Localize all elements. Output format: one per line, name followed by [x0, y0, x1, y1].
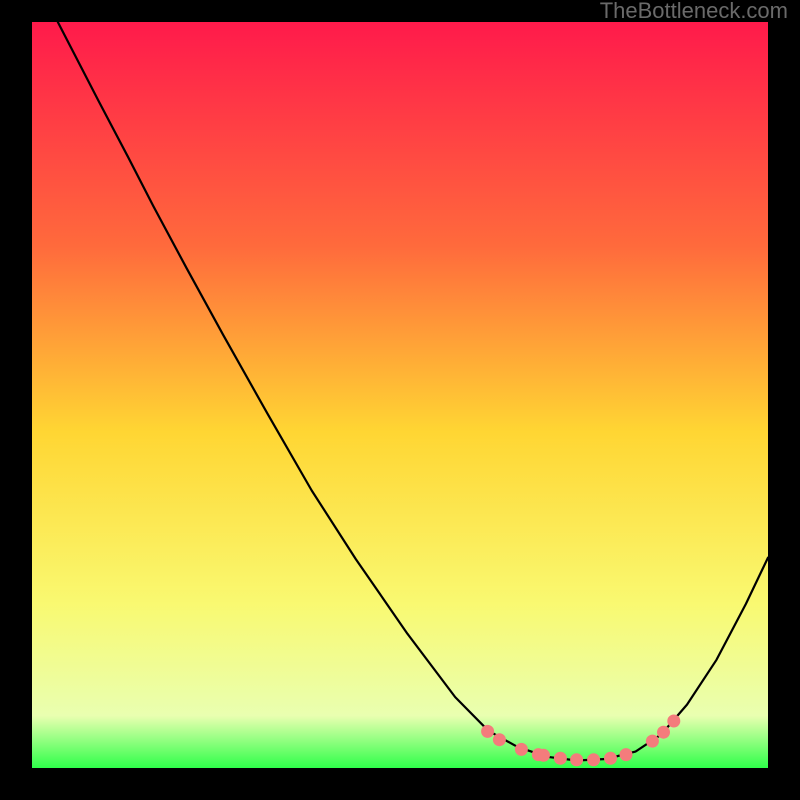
marker-point [620, 749, 632, 761]
marker-point [482, 725, 494, 737]
marker-point [554, 752, 566, 764]
bottleneck-chart: TheBottleneck.com [0, 0, 800, 800]
marker-point [588, 754, 600, 766]
marker-point [646, 735, 658, 747]
marker-point [493, 734, 505, 746]
chart-plot-bg [32, 22, 768, 768]
marker-point [668, 715, 680, 727]
chart-svg: TheBottleneck.com [0, 0, 800, 800]
marker-point [538, 749, 550, 761]
marker-point [571, 754, 583, 766]
marker-point [658, 726, 670, 738]
attribution-text: TheBottleneck.com [600, 0, 788, 23]
marker-point [515, 743, 527, 755]
marker-point [605, 752, 617, 764]
